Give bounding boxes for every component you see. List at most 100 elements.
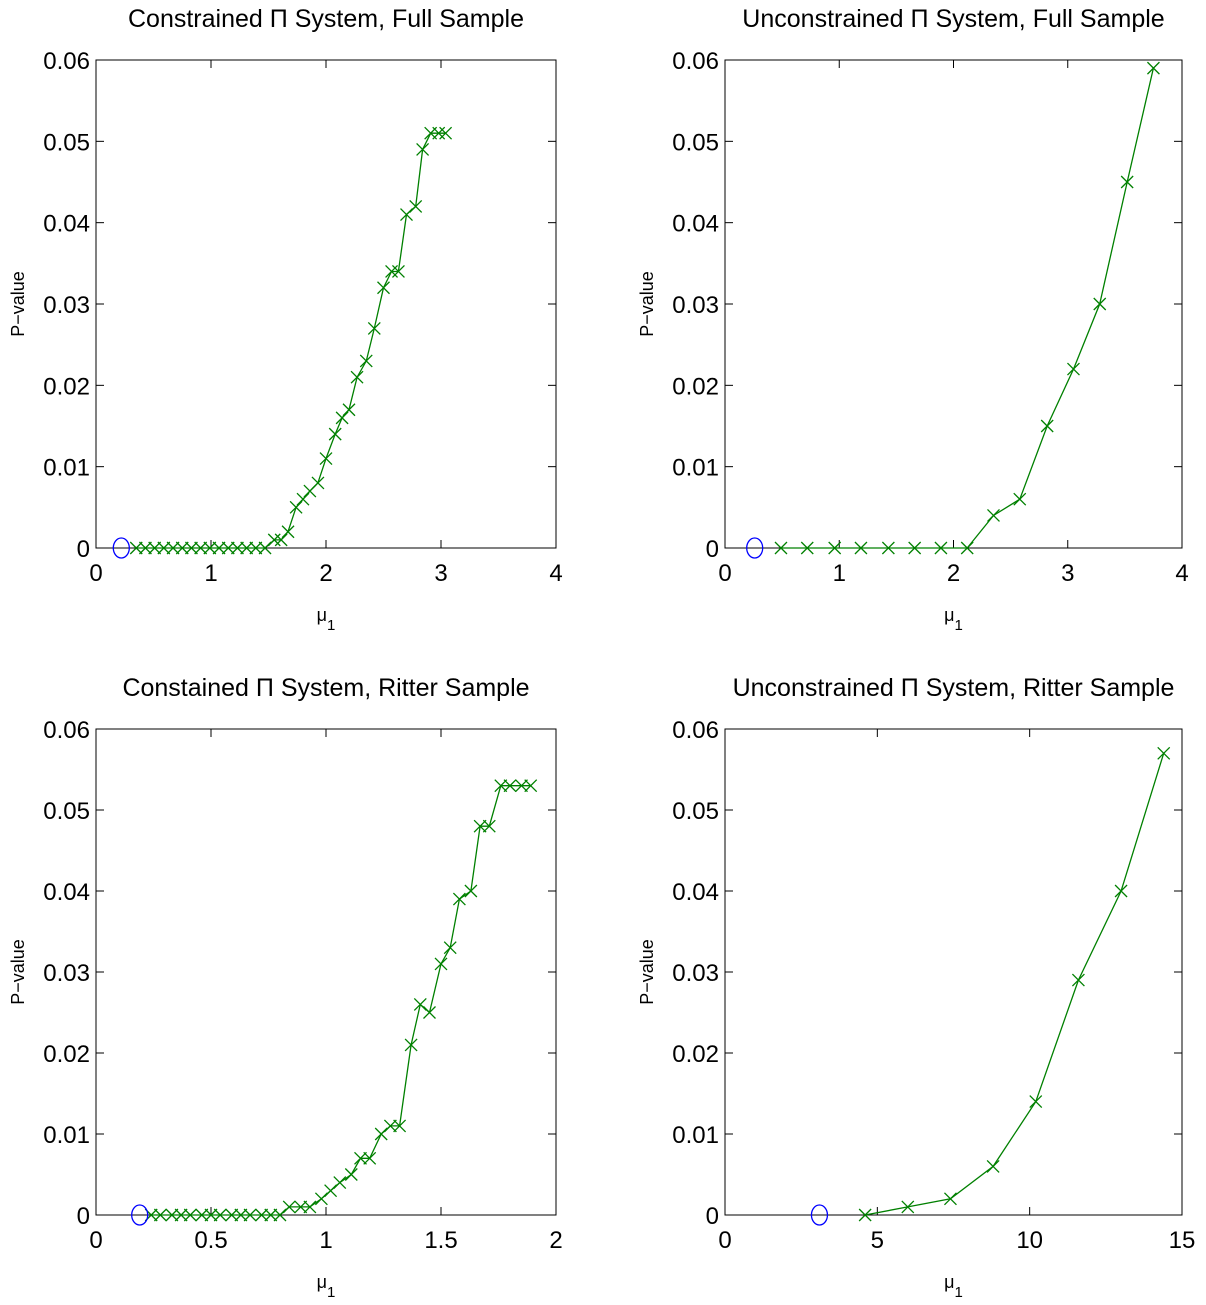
data-point-x-marker bbox=[409, 199, 423, 213]
series-line bbox=[781, 67, 1155, 549]
data-point-x-marker bbox=[423, 1006, 436, 1019]
data-point-x-marker bbox=[1120, 175, 1134, 189]
x-tick-label: 1 bbox=[319, 1227, 332, 1254]
data-point-x-marker bbox=[774, 541, 788, 555]
data-point-x-marker bbox=[273, 1208, 287, 1222]
data-point-x-marker bbox=[800, 541, 814, 555]
y-tick-label: 0 bbox=[706, 1203, 719, 1230]
y-tick-label: 0.01 bbox=[672, 1122, 719, 1149]
plot-area-frame bbox=[724, 728, 1183, 1216]
chart-title: Constrained Π System, Full Sample bbox=[128, 5, 524, 33]
data-point-x-marker bbox=[194, 541, 208, 555]
data-point-x-marker bbox=[359, 354, 373, 368]
data-point-x-marker bbox=[344, 1168, 358, 1181]
y-tick-label: 0.03 bbox=[672, 960, 719, 987]
y-axis-label: P−value bbox=[637, 939, 657, 1005]
x-tick-label: 15 bbox=[1169, 1227, 1196, 1254]
data-point-x-marker bbox=[385, 265, 399, 278]
x-tick-label: 0 bbox=[718, 1227, 731, 1254]
data-point-x-marker bbox=[138, 541, 152, 555]
data-point-x-marker bbox=[230, 541, 244, 555]
data-point-x-marker bbox=[175, 541, 189, 555]
data-point-x-marker bbox=[987, 509, 1000, 522]
data-point-x-marker bbox=[264, 1208, 278, 1222]
y-tick-label: 0.02 bbox=[43, 1041, 90, 1068]
data-point-x-marker bbox=[274, 533, 288, 547]
chart-panel-1: Constrained Π System, Full Sample 0 0.01 0.… bbox=[8, 5, 563, 634]
y-tick-label: 0.03 bbox=[672, 292, 719, 319]
data-point-x-marker bbox=[986, 1159, 1000, 1173]
x-tick-label: 0 bbox=[89, 560, 102, 587]
y-tick-label: 0.03 bbox=[43, 960, 90, 987]
data-point-x-marker bbox=[383, 1119, 397, 1133]
data-point-x-marker bbox=[374, 1127, 388, 1141]
data-point-x-marker bbox=[311, 476, 325, 490]
series-line bbox=[151, 785, 531, 1216]
data-point-x-marker bbox=[1067, 362, 1080, 376]
series-line bbox=[136, 132, 446, 549]
data-point-x-marker bbox=[377, 281, 390, 295]
circle-marker bbox=[746, 537, 764, 559]
y-tick-label: 0.04 bbox=[43, 879, 90, 906]
plot-area-frame bbox=[95, 59, 557, 549]
y-tick-label: 0.02 bbox=[43, 373, 90, 400]
y-tick-label: 0.06 bbox=[672, 48, 719, 75]
data-point-x-marker bbox=[204, 1208, 218, 1222]
x-axis-label: μ1 bbox=[317, 1272, 336, 1301]
data-point-x-marker bbox=[391, 265, 405, 278]
circle-marker bbox=[131, 1204, 149, 1226]
y-axis-label: P−value bbox=[637, 271, 657, 337]
x-tick-label: 4 bbox=[549, 560, 562, 587]
y-tick-label: 0.01 bbox=[43, 455, 90, 482]
circle-marker bbox=[112, 537, 130, 559]
data-point-x-marker bbox=[828, 541, 842, 555]
data-point-x-marker bbox=[881, 541, 895, 555]
data-point-x-marker bbox=[452, 892, 466, 906]
data-point-x-marker bbox=[1093, 297, 1107, 311]
data-point-x-marker bbox=[157, 541, 171, 555]
data-point-x-marker bbox=[1029, 1095, 1043, 1109]
data-point-x-marker bbox=[363, 1151, 377, 1165]
y-tick-label: 0.03 bbox=[43, 292, 90, 319]
data-point-x-marker bbox=[1071, 973, 1085, 987]
data-point-x-marker bbox=[367, 321, 381, 335]
data-point-x-marker bbox=[183, 1208, 197, 1222]
data-point-x-marker bbox=[393, 1119, 407, 1133]
data-point-x-marker bbox=[908, 541, 922, 555]
data-point-x-marker bbox=[148, 541, 162, 555]
data-point-x-marker bbox=[400, 208, 413, 221]
data-point-x-marker bbox=[1114, 884, 1128, 898]
data-point-x-marker bbox=[524, 779, 538, 793]
x-tick-label: 0.5 bbox=[194, 1227, 227, 1254]
data-point-x-marker bbox=[258, 541, 272, 555]
data-point-x-marker bbox=[212, 541, 226, 555]
circle-marker bbox=[810, 1204, 829, 1226]
data-point-x-marker bbox=[960, 541, 974, 555]
data-point-x-marker bbox=[249, 541, 263, 555]
data-point-x-marker bbox=[858, 1208, 872, 1222]
data-point-x-marker bbox=[195, 1208, 209, 1222]
data-point-x-marker bbox=[464, 884, 478, 898]
chart-panel-2: Unconstrained Π System, Full Sample 0 0.01… bbox=[637, 5, 1189, 634]
chart-title: Constained Π System, Ritter Sample bbox=[122, 674, 529, 702]
data-point-x-marker bbox=[296, 492, 310, 506]
data-point-x-marker bbox=[303, 1200, 317, 1214]
y-tick-label: 0 bbox=[77, 1203, 90, 1230]
y-tick-label: 0.05 bbox=[43, 798, 90, 825]
y-tick-label: 0.02 bbox=[672, 1041, 719, 1068]
data-point-x-marker bbox=[854, 541, 868, 555]
data-point-x-marker bbox=[166, 541, 180, 555]
y-axis-label: P−value bbox=[8, 271, 28, 337]
y-tick-label: 0 bbox=[706, 536, 719, 563]
y-tick-label: 0 bbox=[77, 536, 90, 563]
data-point-x-marker bbox=[234, 1208, 248, 1222]
chart-panel-3: Constained Π System, Ritter Sample 0 0.01 0… bbox=[8, 674, 563, 1301]
data-point-x-marker bbox=[324, 1184, 338, 1198]
data-point-x-marker bbox=[350, 370, 364, 384]
data-point-x-marker bbox=[203, 541, 217, 555]
plot-area-frame bbox=[724, 59, 1183, 549]
data-point-x-marker bbox=[184, 541, 198, 555]
data-point-x-marker bbox=[434, 957, 448, 971]
data-point-x-marker bbox=[934, 541, 948, 555]
